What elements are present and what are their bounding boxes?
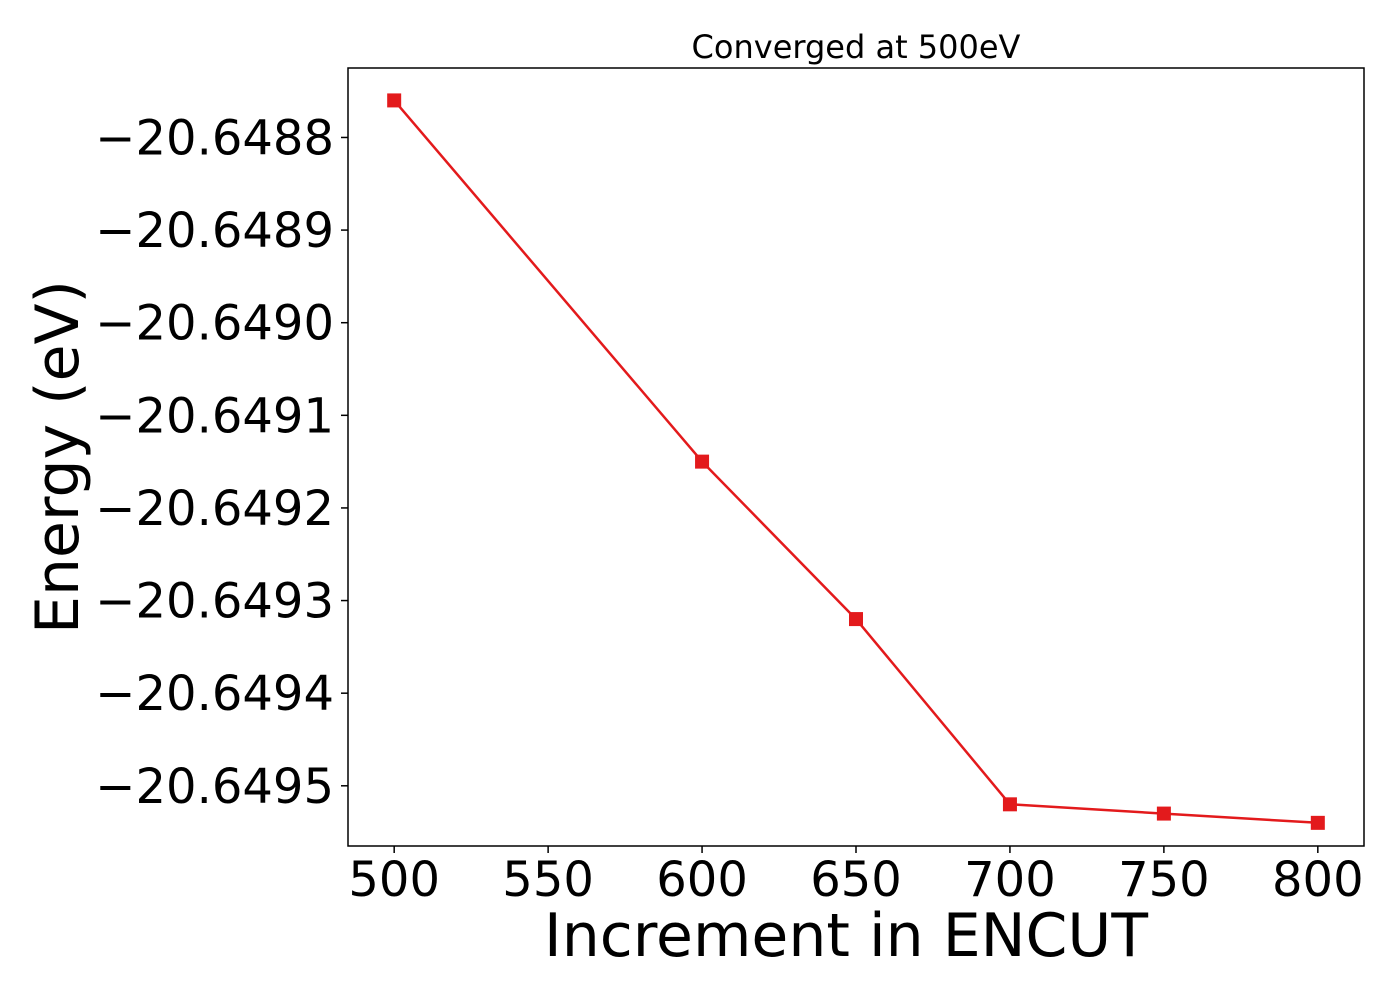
x-tick-label: 550 <box>502 852 594 908</box>
x-tick-label: 700 <box>964 852 1056 908</box>
series-layer <box>387 93 1325 830</box>
data-point-marker <box>1156 806 1171 821</box>
x-tick-label: 600 <box>656 852 748 908</box>
x-axis-ticks: 500 550 600 650 700 750 800 <box>348 846 1364 908</box>
y-axis-ticks: −20.6488 −20.6489 −20.6490 −20.6491 −20.6492… <box>95 110 348 815</box>
data-point-marker <box>849 612 863 627</box>
x-tick-label: 650 <box>810 852 902 908</box>
y-tick-label: −20.6494 <box>95 666 334 722</box>
x-tick-label: 500 <box>348 852 440 908</box>
series-line <box>393 99 1318 825</box>
y-tick-label: −20.6495 <box>95 759 334 815</box>
data-point-marker <box>695 454 710 469</box>
y-tick-label: −20.6491 <box>95 388 334 444</box>
y-tick-label: −20.6489 <box>95 203 334 259</box>
x-tick-label: 750 <box>1118 852 1210 908</box>
y-axis-title: Energy (eV) <box>23 280 93 634</box>
y-tick-label: −20.6488 <box>95 110 334 166</box>
x-tick-label: 800 <box>1272 852 1364 908</box>
y-tick-label: −20.6492 <box>95 481 334 537</box>
plot-area <box>347 67 1365 847</box>
data-point-marker <box>1002 797 1017 812</box>
data-point-marker <box>1310 815 1325 830</box>
y-tick-label: −20.6490 <box>95 296 334 352</box>
y-tick-label: −20.6493 <box>95 574 334 630</box>
data-point-marker <box>387 93 402 108</box>
chart-title: Converged at 500eV <box>692 28 1021 66</box>
x-axis-title: Increment in ENCUT <box>544 901 1148 971</box>
